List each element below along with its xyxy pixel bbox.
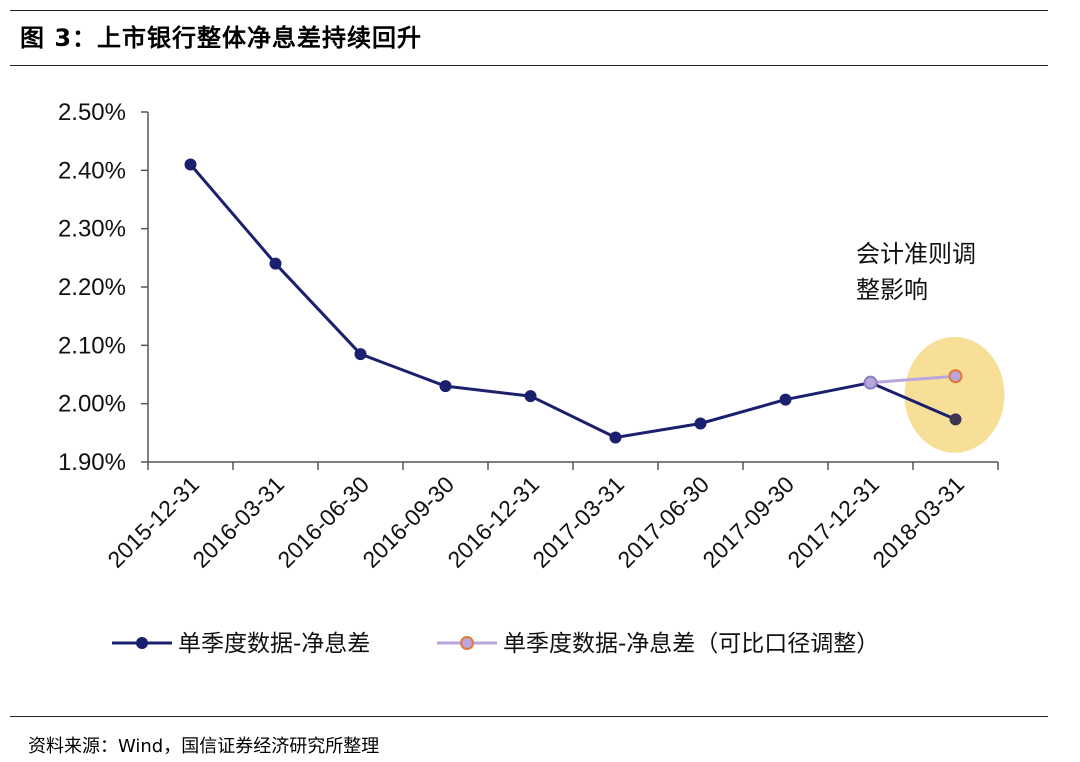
x-tick-label: 2016-06-30 <box>272 471 374 573</box>
data-point-main <box>184 158 197 171</box>
highlight-ellipse <box>904 336 1005 453</box>
data-point-main <box>269 257 282 270</box>
data-point-main <box>779 393 792 406</box>
y-tick-label: 2.50% <box>58 99 126 126</box>
data-point-main <box>949 413 962 426</box>
figure-title: 图 3：上市银行整体净息差持续回升 <box>20 24 423 52</box>
annotation-text: 会计准则调 <box>856 240 976 268</box>
data-point-main <box>694 417 707 430</box>
title-rule <box>10 65 1048 66</box>
source-rule <box>10 716 1048 717</box>
top-rule <box>10 10 1048 11</box>
legend-marker-main <box>136 637 148 649</box>
x-tick-label: 2015-12-31 <box>102 471 204 573</box>
series-line-main <box>189 163 957 439</box>
x-tick-label: 2017-06-30 <box>612 471 714 573</box>
y-tick-label: 1.90% <box>58 449 126 476</box>
x-tick-label: 2018-03-31 <box>867 471 969 573</box>
data-point-main <box>609 431 622 444</box>
legend-label-adjusted: 单季度数据-净息差（可比口径调整） <box>503 631 879 657</box>
y-tick-label: 2.20% <box>58 274 126 301</box>
annotation-text: 整影响 <box>856 276 928 304</box>
y-tick-label: 2.10% <box>58 332 126 359</box>
y-axis: 1.90% 2.00% 2.10% 2.20% 2.30% 2.40% 2.50% <box>58 99 149 476</box>
legend: 单季度数据-净息差 单季度数据-净息差（可比口径调整） <box>112 631 879 657</box>
data-point-adjusted <box>863 375 878 390</box>
x-tick-label: 2017-12-31 <box>782 471 884 573</box>
series-line-adjusted <box>870 374 956 385</box>
x-tick-label: 2017-09-30 <box>697 471 799 573</box>
y-tick-label: 2.00% <box>58 391 126 418</box>
x-tick-label: 2016-03-31 <box>187 471 289 573</box>
data-point-main <box>354 348 367 361</box>
x-tick-label: 2017-03-31 <box>527 471 629 573</box>
source-note: 资料来源：Wind，国信证券经济研究所整理 <box>28 736 380 757</box>
data-point-main <box>524 390 537 403</box>
data-point-main <box>439 380 452 393</box>
x-axis: 2015-12-312016-03-312016-06-302016-09-30… <box>102 461 999 573</box>
x-tick-label: 2016-12-31 <box>442 471 544 573</box>
x-tick-label: 2016-09-30 <box>357 471 459 573</box>
y-tick-label: 2.30% <box>58 216 126 243</box>
data-point-adjusted <box>948 369 963 384</box>
y-tick-label: 2.40% <box>58 157 126 184</box>
legend-label-main: 单季度数据-净息差 <box>178 631 370 657</box>
legend-marker-adjusted <box>460 636 474 650</box>
